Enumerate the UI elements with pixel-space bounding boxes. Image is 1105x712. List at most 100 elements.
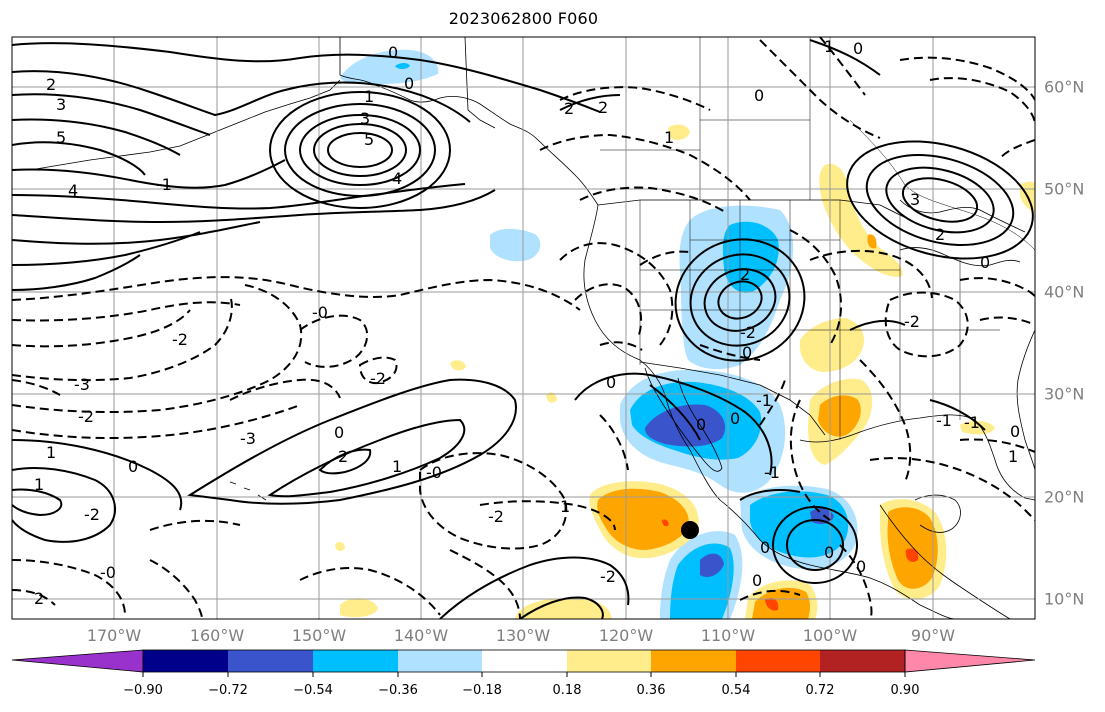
contour-solid-5 [12,141,146,176]
colorbar-segment-9 [820,650,905,672]
contour-dash-17 [539,133,751,201]
contour-label: 3 [56,95,66,114]
contour-label: 1 [34,475,44,494]
contour-label: 1 [664,128,674,147]
contour-solid-cp-2 [267,418,466,498]
contour-label: 1 [46,443,56,462]
contour-label: 1 [1008,447,1018,466]
contour-dash-37 [599,414,629,471]
contour-label: 0 [696,415,706,434]
contour-dash-4 [12,294,233,382]
coastline-alaska [339,37,599,206]
contour-dash-35 [869,457,1035,521]
solid-contours [12,39,1034,619]
lon-label-170w: 170°W [86,626,142,645]
contour-ring-ca-3 [885,166,995,234]
colorbar-segment-6 [567,650,651,672]
contour-label: 3 [360,109,370,128]
pos-region-gulf [960,420,995,435]
contour-ring-gb-4 [717,280,763,320]
contour-label: 0 [128,457,138,476]
dashed-contours [12,37,1035,619]
contour-label: -0 [100,563,116,582]
lon-label-90w: 90°W [910,626,956,645]
contour-dash-28 [809,249,933,299]
contour-solid-11 [12,254,141,291]
contour-label: 0 [404,74,414,93]
pos-region-southwest-pacific [515,598,612,619]
pos-region-central-america-core [887,507,938,589]
contour-solid-ll-2 [12,439,183,511]
contour-dash-36 [959,438,1035,453]
contour-label: 4 [68,181,78,200]
colorbar-label: −0.18 [462,683,502,698]
colorbar-segment-1 [143,650,228,672]
contour-label: -2 [172,330,188,349]
contour-ring-ak-5 [327,132,393,168]
pos-region-northeast [1020,181,1035,214]
colorbar-segment-4 [398,650,482,672]
colorbar-segment-7 [651,650,736,672]
contour-label: 0 [1010,422,1020,441]
pos-region-texas-core [818,395,861,437]
contour-solid-e-1 [809,39,881,76]
pos-region-small-4 [340,598,378,618]
contour-label: 0 [980,253,990,272]
contour-dash-6 [12,404,301,439]
contour-solid-ll-1 [12,467,116,543]
colorbar-right-extend [904,649,1036,673]
contour-label: -3 [74,375,90,394]
coastline-ne-canada [899,199,1026,233]
pos-region-pacific-west-spot [662,519,669,527]
contour-dash-29 [884,291,969,358]
contour-label: 3 [910,190,920,209]
contour-dash-19 [559,242,674,346]
colorbar-label: −0.54 [293,683,333,698]
contour-dash-25 [929,77,1035,126]
contour-label: -3 [240,429,256,448]
contour-solid-e-4 [929,399,986,431]
colorbar-label: 0.54 [721,683,751,698]
contour-dash-34 [839,544,873,619]
pos-region-plains [799,318,865,372]
contour-solid-2 [12,70,471,123]
canada-borders [600,37,1035,251]
neg-region-alaska-core [395,63,410,69]
contour-ring-ak-2 [284,103,436,197]
contour-dash-1 [12,276,581,311]
contour-solid-3 [12,93,211,136]
contour-dash-32 [859,359,912,483]
colorbar-label: 0.18 [552,683,582,698]
contour-ring-ak-3 [299,114,421,186]
lat-label-50n: 50°N [1044,179,1085,199]
contour-ring-ca-1 [846,140,1034,260]
gridlines [12,37,1035,619]
contour-ring-mx-2 [786,519,844,571]
contour-solid-7 [12,183,466,210]
contour-label: 0 [760,538,770,557]
colorbar-segment-2 [228,650,313,672]
contour-label: -2 [488,507,504,526]
contour-label: 0 [853,39,863,58]
contour-label-group: 0 0 1 0 2 3 5 4 2 3 5 4 1 2 2 0 1 -1 3 2 [34,37,1020,608]
contour-label: 0 [334,423,344,442]
lon-label-160w: 160°W [189,626,245,645]
contour-label: 5 [364,130,374,149]
lat-label-30n: 30°N [1044,384,1085,404]
contour-label: 2 [564,99,574,118]
contour-solid-cp-3 [318,448,372,475]
contour-dash-23 [819,37,866,96]
lon-label-110w: 110°W [700,626,756,645]
contour-dash-10 [12,559,126,616]
contour-solid-9 [12,221,261,245]
coastline-gulf [799,414,1035,501]
contour-label: -1 [936,411,952,430]
neg-region-pacific-small [490,228,541,262]
contour-label: 0 [730,409,740,428]
colorbar-segment-3 [313,650,398,672]
contour-label: 1 [364,87,374,106]
map-title: 2023062800 F060 [448,9,599,28]
contour-dash-8 [299,314,369,368]
contour-dash-43 [12,379,61,396]
